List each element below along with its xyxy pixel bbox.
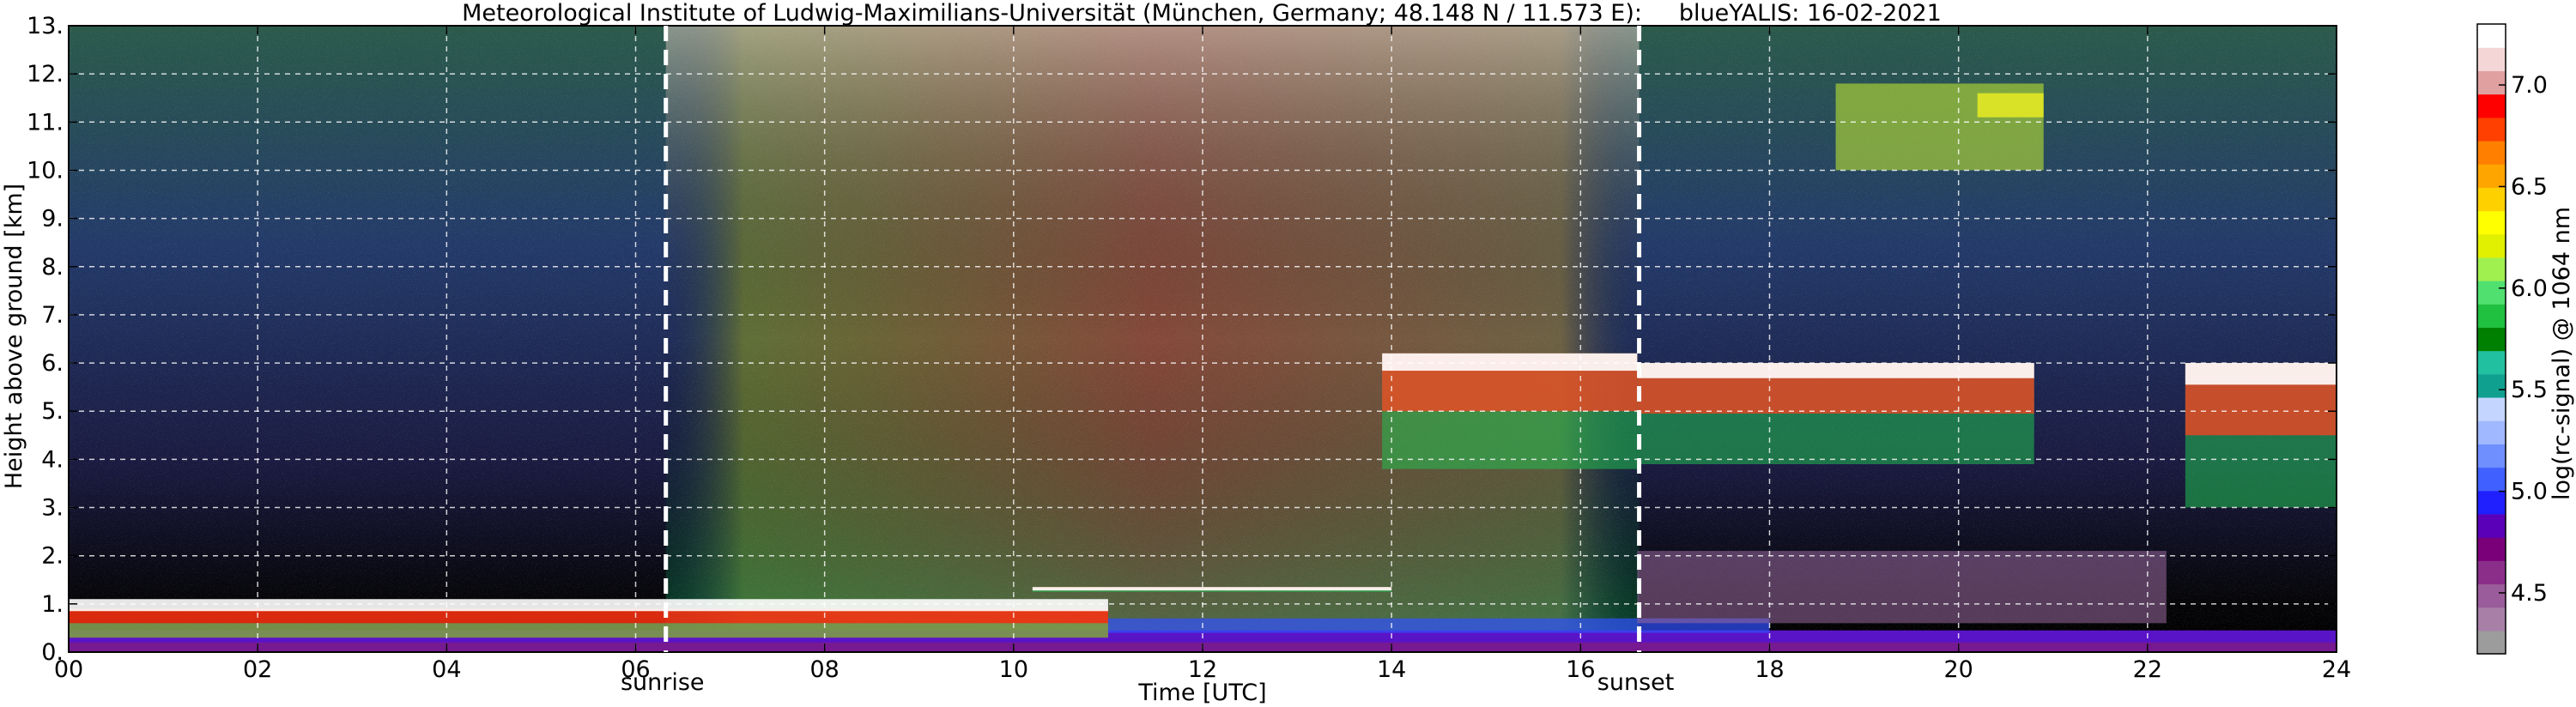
x-tick-label: 20 xyxy=(1943,656,1973,683)
event-lines: sunrise sunset xyxy=(621,26,1674,696)
colorbar-segment xyxy=(2477,630,2506,655)
y-tick-label: 6. xyxy=(41,350,64,377)
cirrus-feature xyxy=(1835,83,2044,171)
x-tick-label: 04 xyxy=(432,656,461,683)
y-tick-label: 3. xyxy=(41,495,64,522)
colorbar-segment xyxy=(2477,467,2506,492)
cloud-feature xyxy=(1032,587,1392,592)
colorbar-tick-label: 6.5 xyxy=(2511,173,2548,200)
x-tick-label: 16 xyxy=(1566,656,1595,683)
y-tick-label: 8. xyxy=(41,254,64,281)
y-tick-label: 13. xyxy=(27,13,64,39)
colorbar-segment xyxy=(2477,350,2506,375)
colorbar-segment xyxy=(2477,373,2506,398)
colorbar-segment xyxy=(2477,233,2506,258)
y-axis-label: Height above ground [km] xyxy=(1,184,27,489)
colorbar-segment xyxy=(2477,187,2506,212)
x-tick-label: 22 xyxy=(2133,656,2162,683)
colorbar-label: log(rc-signal) @ 1064 nm xyxy=(2549,207,2575,500)
x-tick-label: 12 xyxy=(1188,656,1217,683)
x-tick-label: 02 xyxy=(243,656,272,683)
y-tick-label: 2. xyxy=(41,543,64,570)
colorbar-segment xyxy=(2477,47,2506,71)
chart-title: Meteorological Institute of Ludwig-Maxim… xyxy=(462,0,1942,27)
y-tick-label: 5. xyxy=(41,398,64,425)
colorbar-segment xyxy=(2477,560,2506,585)
colorbar-segment xyxy=(2477,257,2506,281)
colorbar-segment xyxy=(2477,140,2506,165)
colorbar-tick-label: 5.0 xyxy=(2511,479,2548,505)
y-tick-label: 7. xyxy=(41,302,64,329)
colorbar-segment xyxy=(2477,607,2506,631)
y-axis: 0. 1. 2. 3. 4. 5. 6. 7. 8. 9. 10. 11. 12. 13. xyxy=(27,13,2337,666)
colorbar-tick-label: 5.5 xyxy=(2511,377,2548,403)
colorbar: 4.5 5.0 5.5 6.0 6.5 7.0 xyxy=(2476,23,2548,655)
sunset-label: sunset xyxy=(1597,669,1675,696)
colorbar-segment xyxy=(2477,94,2506,118)
colorbar-segment xyxy=(2477,583,2506,608)
x-axis: 00 02 04 06 08 10 12 14 16 18 20 22 24 xyxy=(54,26,2351,683)
colorbar-frame xyxy=(2476,23,2506,655)
y-tick-label: 11. xyxy=(27,109,64,136)
x-tick-label: 06 xyxy=(621,656,650,683)
y-tick-label: 9. xyxy=(41,206,64,233)
y-tick-label: 0. xyxy=(41,639,64,666)
x-tick-label: 18 xyxy=(1755,656,1784,683)
colorbar-segment xyxy=(2477,420,2506,444)
y-tick-label: 4. xyxy=(41,446,64,473)
colorbar-segment xyxy=(2477,444,2506,468)
x-tick-label: 24 xyxy=(2322,656,2351,683)
colorbar-tick-label: 6.0 xyxy=(2511,275,2548,302)
colorbar-segment xyxy=(2477,117,2506,142)
colorbar-segment xyxy=(2477,304,2506,329)
colorbar-segment xyxy=(2477,281,2506,305)
y-tick-label: 1. xyxy=(41,591,64,618)
y-tick-label: 12. xyxy=(27,61,64,88)
colorbar-tick-label: 4.5 xyxy=(2511,580,2548,607)
colorbar-segment xyxy=(2477,513,2506,538)
grid-lines xyxy=(69,26,2337,652)
colorbar-segment xyxy=(2477,490,2506,515)
colorbar-segment xyxy=(2477,327,2506,352)
colorbar-segment xyxy=(2477,396,2506,421)
colorbar-segment xyxy=(2477,210,2506,235)
sunrise-label: sunrise xyxy=(621,669,705,696)
x-axis-label: Time [UTC] xyxy=(1137,680,1266,706)
x-tick-label: 00 xyxy=(54,656,83,683)
x-tick-label: 14 xyxy=(1377,656,1406,683)
colorbar-segment xyxy=(2477,164,2506,188)
cloud-feature xyxy=(2185,363,2337,508)
x-tick-label: 10 xyxy=(999,656,1028,683)
colorbar-segment xyxy=(2477,70,2506,95)
colorbar-segment xyxy=(2477,24,2506,48)
y-tick-label: 10. xyxy=(27,157,64,184)
x-tick-label: 08 xyxy=(809,656,839,683)
cloud-feature xyxy=(1637,363,2034,464)
colorbar-tick-label: 7.0 xyxy=(2511,72,2548,99)
colorbar-segment xyxy=(2477,537,2506,561)
